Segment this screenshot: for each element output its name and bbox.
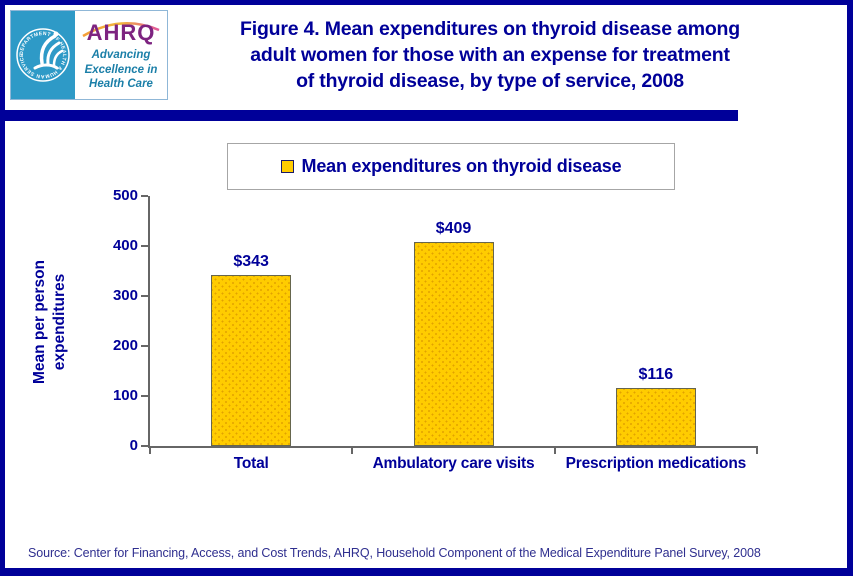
ahrq-tagline-line: Excellence in [84, 63, 158, 76]
ahrq-acronym: AHRQ [86, 20, 156, 45]
y-axis-tick [141, 195, 148, 197]
y-axis-line [148, 196, 150, 448]
y-axis-tick-label: 400 [112, 237, 138, 254]
hhs-seal-icon: DEPARTMENT OF HEALTH & HUMAN SERVICES • … [9, 7, 70, 82]
y-axis-tick [141, 345, 148, 347]
y-axis-tick-label: 100 [112, 387, 138, 404]
ahrq-tagline-line: Health Care [89, 78, 153, 90]
page-border-right [847, 0, 853, 576]
y-axis-tick-label: 500 [112, 187, 138, 204]
x-category-label: Total [233, 455, 269, 472]
page-border-left [0, 0, 5, 576]
bar-value-label: $343 [233, 252, 269, 270]
x-axis-tick [351, 446, 354, 454]
y-axis-tick-label: 0 [129, 437, 138, 454]
eagle-icon [33, 31, 64, 70]
page-border-bottom [0, 568, 853, 576]
y-axis-title-line: expenditures [51, 273, 68, 371]
x-axis-tick [756, 446, 758, 454]
y-axis-tick [141, 295, 148, 297]
x-axis-tick [149, 446, 151, 454]
y-axis-tick-label: 200 [112, 337, 138, 354]
x-axis-tick [553, 446, 556, 454]
ahrq-tagline: Advancing Excellence in Health Care [75, 48, 167, 92]
bar-value-label: $116 [638, 366, 674, 383]
legend-swatch-icon [280, 160, 294, 173]
bar [211, 274, 292, 446]
ahrq-logo: AHRQ Advancing Excellence in Health Care [75, 11, 167, 99]
y-axis-tick [141, 395, 148, 397]
y-axis-tick-label: 300 [112, 287, 138, 304]
figure-title: Figure 4. Mean expenditures on thyroid d… [160, 16, 820, 94]
chart-legend: Mean expenditures on thyroid disease [227, 143, 675, 190]
legend-label: Mean expenditures on thyroid disease [301, 156, 622, 176]
hhs-ahrq-logo: DEPARTMENT OF HEALTH & HUMAN SERVICES • … [9, 7, 168, 100]
page-border-top [0, 0, 853, 5]
bar [413, 241, 494, 446]
y-axis-title-line: Mean per person [31, 259, 48, 385]
hhs-seal: DEPARTMENT OF HEALTH & HUMAN SERVICES • … [9, 7, 75, 99]
y-axis-tick [141, 445, 148, 447]
x-axis-line [148, 446, 757, 448]
y-axis-title: Mean per person expenditures [30, 172, 74, 472]
rainbow-arc-icon [82, 22, 160, 38]
ahrq-tagline-line: Advancing [91, 49, 151, 61]
x-category-label: Prescription medications [565, 455, 747, 472]
source-note: Source: Center for Financing, Access, an… [28, 546, 761, 560]
header-divider-bar [0, 110, 738, 121]
figure-title-line: of thyroid disease, by type of service, … [296, 70, 684, 92]
figure-title-line: adult women for those with an expense fo… [250, 44, 730, 66]
figure-title-line: Figure 4. Mean expenditures on thyroid d… [240, 18, 740, 40]
bar-value-label: $409 [435, 219, 472, 237]
y-axis-tick [141, 245, 148, 247]
x-category-label: Ambulatory care visits [372, 455, 535, 472]
bar [615, 388, 696, 446]
